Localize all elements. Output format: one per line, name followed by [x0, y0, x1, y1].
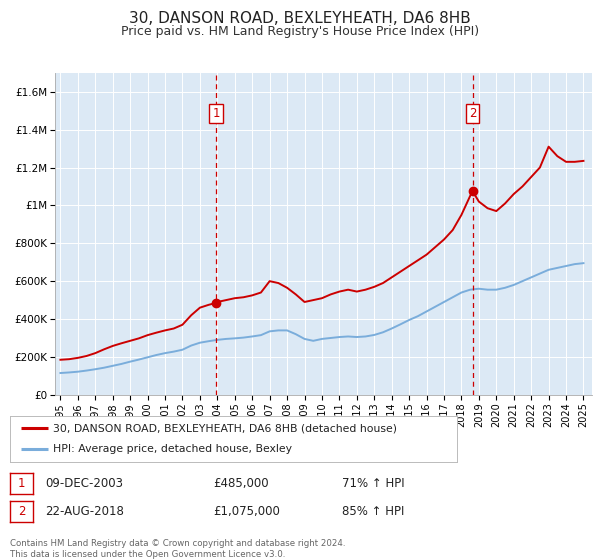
Text: 22-AUG-2018: 22-AUG-2018	[45, 505, 124, 519]
Text: 1: 1	[212, 106, 220, 119]
Text: Contains HM Land Registry data © Crown copyright and database right 2024.
This d: Contains HM Land Registry data © Crown c…	[10, 539, 346, 559]
Text: 2: 2	[18, 505, 25, 519]
Text: 1: 1	[18, 477, 25, 490]
Text: 85% ↑ HPI: 85% ↑ HPI	[342, 505, 404, 519]
Text: 30, DANSON ROAD, BEXLEYHEATH, DA6 8HB: 30, DANSON ROAD, BEXLEYHEATH, DA6 8HB	[129, 11, 471, 26]
Text: 30, DANSON ROAD, BEXLEYHEATH, DA6 8HB (detached house): 30, DANSON ROAD, BEXLEYHEATH, DA6 8HB (d…	[53, 423, 397, 433]
Text: 09-DEC-2003: 09-DEC-2003	[45, 477, 123, 490]
Text: HPI: Average price, detached house, Bexley: HPI: Average price, detached house, Bexl…	[53, 445, 292, 455]
Text: 71% ↑ HPI: 71% ↑ HPI	[342, 477, 404, 490]
Text: 2: 2	[469, 106, 476, 119]
Text: Price paid vs. HM Land Registry's House Price Index (HPI): Price paid vs. HM Land Registry's House …	[121, 25, 479, 38]
Text: £1,075,000: £1,075,000	[213, 505, 280, 519]
Text: £485,000: £485,000	[213, 477, 269, 490]
